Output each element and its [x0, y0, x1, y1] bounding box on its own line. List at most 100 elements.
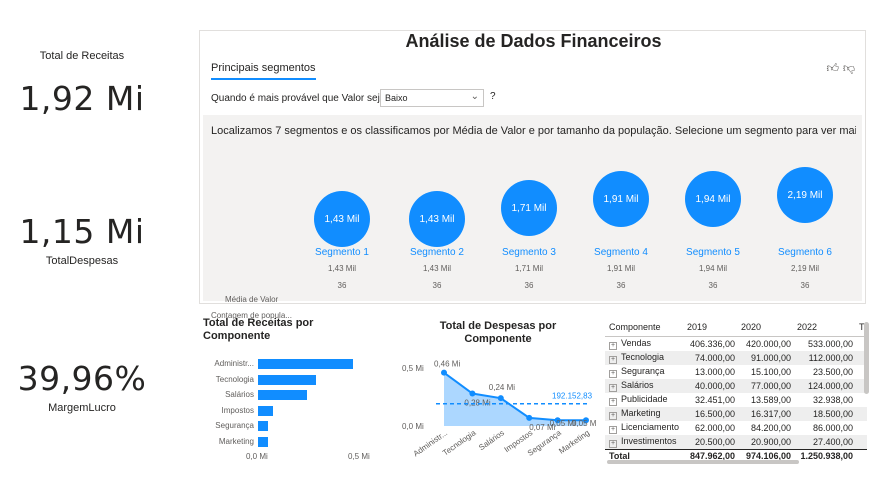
expand-icon[interactable]: +: [609, 440, 617, 448]
row-name-cell[interactable]: + Marketing: [605, 407, 683, 421]
expand-icon[interactable]: +: [609, 342, 617, 350]
bar-category-label: Salários: [225, 390, 254, 399]
segments-panel: Localizamos 7 segmentos e os classificam…: [203, 115, 862, 320]
segment-label[interactable]: Segmento 5: [686, 247, 740, 258]
value-dropdown-selected: Baixo: [385, 93, 408, 103]
expand-icon[interactable]: +: [609, 398, 617, 406]
row-name-cell[interactable]: + Publicidade: [605, 393, 683, 407]
row-name-cell[interactable]: + Investimentos: [605, 435, 683, 450]
receitas-bar[interactable]: [258, 405, 274, 416]
total-value-cell: 974.106,00: [737, 449, 793, 463]
row-name-cell[interactable]: + Segurança: [605, 365, 683, 379]
value-cell: 15.100,00: [750, 367, 791, 377]
table-row[interactable]: + Vendas 406.336,00 420.000,00 533.000,00: [605, 337, 867, 352]
despesas-point[interactable]: [554, 417, 561, 424]
area-axis-tick: 0,5 Mi: [402, 364, 424, 373]
overflow-cell: [855, 421, 867, 435]
segment-bubble[interactable]: 1,94 Mil: [685, 171, 741, 227]
bar-category-label: Tecnologia: [215, 374, 254, 384]
value-cell: 18.500,00: [793, 407, 855, 421]
despesas-data-label: 0,07 Mi: [529, 423, 555, 432]
segment-bubble[interactable]: 1,43 Mil: [409, 191, 465, 247]
bar-axis-tick: 0,0 Mi: [246, 452, 268, 461]
segment-label[interactable]: Segmento 6: [778, 247, 832, 258]
row-name-cell[interactable]: + Salários: [605, 379, 683, 393]
kpi-margem-label: MargemLucro: [48, 402, 116, 414]
table-row[interactable]: + Segurança 13.000,00 15.100,00 23.500,00: [605, 365, 867, 379]
receitas-bar[interactable]: [258, 359, 354, 369]
row-name: Tecnologia: [621, 352, 665, 362]
row-name-cell[interactable]: + Vendas: [605, 337, 683, 352]
thumbs-up-icon[interactable]: 👍︎: [826, 61, 839, 75]
despesas-area-fill: [444, 372, 586, 426]
table-row[interactable]: + Investimentos 20.500,00 20.900,00 27.400,0…: [605, 435, 867, 450]
matrix-header-2020[interactable]: 2020: [737, 319, 793, 337]
table-row[interactable]: + Tecnologia 74.000,00 91.000,00 112.000,00: [605, 351, 867, 365]
tab-principais-segmentos[interactable]: Principais segmentos: [211, 62, 316, 80]
despesas-point[interactable]: [497, 395, 504, 402]
despesas-data-label: 0,24 Mi: [489, 383, 515, 392]
receitas-bar[interactable]: [258, 374, 316, 385]
expand-icon[interactable]: +: [609, 384, 617, 392]
matrix-horizontal-scrollbar[interactable]: [607, 460, 799, 464]
value-cell: 20.500,00: [683, 435, 737, 450]
segment-count-value: 36: [708, 281, 718, 290]
row-name-cell[interactable]: + Licenciamento: [605, 421, 683, 435]
segment-bubble[interactable]: 1,71 Mil: [501, 180, 557, 236]
average-line-label: 192.152,83: [552, 392, 593, 401]
matrix-header-componente[interactable]: Componente: [605, 319, 683, 337]
segment-label[interactable]: Segmento 1: [315, 247, 369, 258]
kpi-receitas-label: Total de Receitas: [39, 50, 125, 62]
table-row[interactable]: + Salários 40.000,00 77.000,00 124.000,00: [605, 379, 867, 393]
value-cell: 20.900,00: [737, 435, 793, 450]
segment-bubble[interactable]: 1,91 Mil: [593, 171, 649, 227]
segment-label[interactable]: Segmento 3: [502, 247, 556, 258]
despesas-data-label: 0,05 Mi: [550, 419, 576, 428]
kpi-receitas-value: 1,92 Mi: [19, 79, 145, 118]
chevron-down-icon: ⌄: [470, 91, 479, 102]
expand-icon[interactable]: +: [609, 356, 617, 364]
matrix-header-2022[interactable]: 2022: [793, 319, 855, 337]
segment-media-value: 2,19 Mil: [790, 264, 819, 273]
feedback-icons[interactable]: 👍︎ 👎︎: [826, 61, 855, 76]
row-name: Publicidade: [621, 394, 668, 404]
despesas-line: [443, 371, 586, 422]
value-dropdown[interactable]: Baixo ⌄: [380, 89, 484, 107]
value-cell: 86.000,00: [812, 423, 853, 433]
table-row[interactable]: + Marketing 16.500,00 16.317,00 18.500,00: [605, 407, 867, 421]
matrix-vertical-scrollbar[interactable]: [864, 322, 869, 394]
segment-bubble[interactable]: 2,19 Mil: [777, 167, 833, 223]
value-cell: 406.336,00: [689, 339, 735, 349]
row-name-cell[interactable]: + Tecnologia: [605, 351, 683, 365]
segment-count-value: 36: [524, 281, 534, 290]
segments-description: Localizamos 7 segmentos e os classificam…: [211, 125, 856, 137]
row-label-contagem: Contagem de popula...: [211, 311, 292, 320]
receitas-bar[interactable]: [258, 436, 268, 447]
help-icon[interactable]: ?: [490, 91, 496, 102]
value-cell: 74.000,00: [683, 351, 737, 365]
segment-label[interactable]: Segmento 2: [410, 247, 464, 258]
despesas-data-label: 0,28 Mi: [464, 399, 490, 408]
despesas-point[interactable]: [526, 414, 533, 421]
segment-media-value: 1,71 Mil: [514, 264, 543, 273]
table-row[interactable]: + Licenciamento 62.000,00 84.200,00 86.000,0…: [605, 421, 867, 435]
total-row: Total 847.962,00 974.106,00 1.250.938,00: [605, 449, 867, 463]
receitas-bar[interactable]: [258, 421, 269, 431]
receitas-bar[interactable]: [258, 390, 308, 400]
page-title: Análise de Dados Financeiros: [405, 31, 662, 51]
expand-icon[interactable]: +: [609, 426, 617, 434]
expand-icon[interactable]: +: [609, 412, 617, 420]
despesas-point[interactable]: [583, 417, 589, 424]
segment-label[interactable]: Segmento 4: [594, 247, 648, 258]
value-cell: 40.000,00: [683, 379, 737, 393]
componente-matrix: Componente 2019 2020 2022 T + Vendas 406.3…: [605, 319, 867, 466]
table-row[interactable]: + Publicidade 32.451,00 13.589,00 32.938,00: [605, 393, 867, 407]
bar-category-label: Administr...: [214, 359, 254, 368]
despesas-point[interactable]: [441, 369, 447, 376]
thumbs-down-icon[interactable]: 👎︎: [842, 61, 855, 75]
overflow-cell: [855, 393, 867, 407]
segment-bubble[interactable]: 1,43 Mil: [314, 191, 370, 247]
matrix-header-2019[interactable]: 2019: [683, 319, 737, 337]
expand-icon[interactable]: +: [609, 370, 617, 378]
despesas-point[interactable]: [469, 390, 476, 397]
